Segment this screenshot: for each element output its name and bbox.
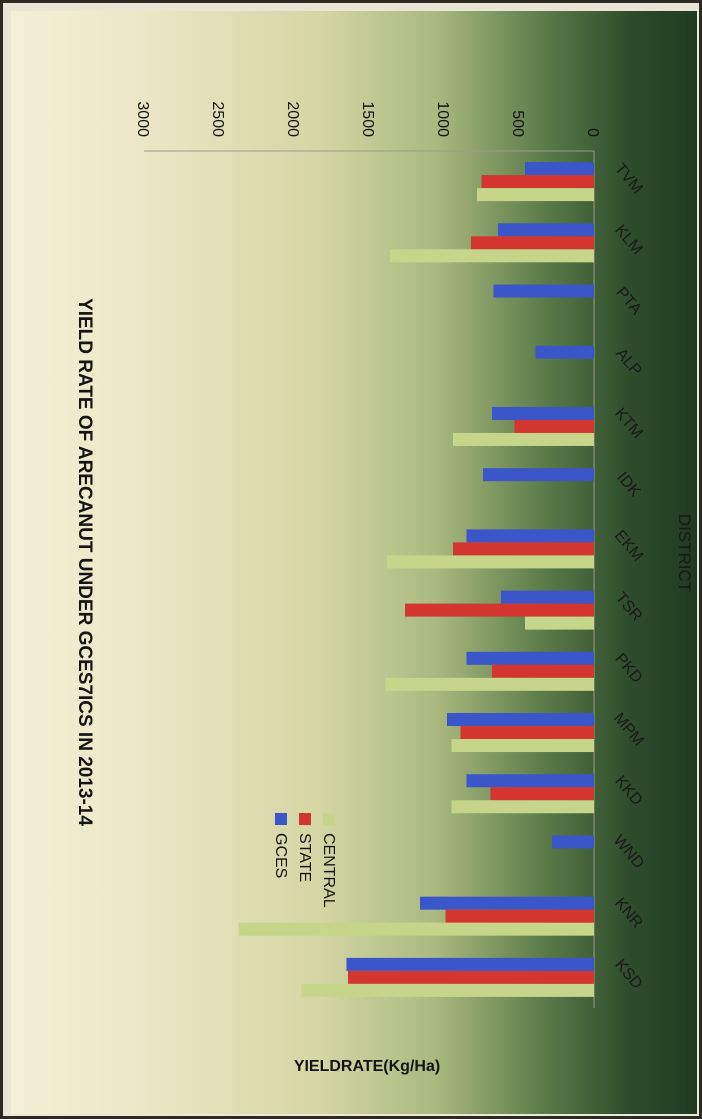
bar-gces-kkd — [466, 774, 594, 788]
bar-state-knr — [445, 909, 594, 923]
bar-gces-ekm — [466, 529, 594, 543]
bar-central-kkd — [451, 800, 594, 814]
bar-state-klm — [471, 236, 594, 250]
bar-gces-alp — [535, 345, 594, 359]
bar-state-ekm — [453, 542, 594, 556]
bar-state-tvm — [481, 175, 594, 189]
y-tick-label: 0 — [584, 128, 601, 137]
legend-label-central: CENTRAL — [320, 833, 337, 908]
y-tick-label: 1500 — [359, 101, 376, 137]
bar-state-kkd — [490, 787, 594, 801]
y-tick-label: 2500 — [209, 101, 226, 137]
bar-gces-wnd — [552, 835, 594, 849]
legend-swatch-central — [323, 813, 335, 825]
x-axis-label: DISTRICT — [675, 514, 694, 592]
bar-central-tvm — [477, 188, 594, 202]
bar-gces-mpm — [447, 713, 594, 727]
bar-central-klm — [390, 249, 594, 263]
legend-label-state: STATE — [296, 833, 313, 882]
bar-gces-idk — [483, 468, 594, 482]
bar-gces-pkd — [466, 651, 594, 665]
legend-swatch-state — [299, 813, 311, 825]
chart: YIELD RATE OF ARECANUT UNDER GCES7ICS IN… — [11, 11, 697, 1114]
y-tick-label: 2000 — [284, 101, 301, 137]
bar-gces-tsr — [501, 590, 594, 604]
y-ticks: 0 500 1000 1500 2000 2500 3000 — [134, 101, 601, 137]
bar-state-tsr — [405, 603, 594, 617]
y-tick-label: 1000 — [434, 101, 451, 137]
legend-swatch-gces — [275, 813, 287, 825]
bar-gces-ktm — [492, 406, 594, 420]
bar-central-ksd — [301, 983, 594, 997]
legend-label-gces: GCES — [272, 833, 289, 878]
bar-central-tsr — [525, 616, 594, 630]
bar-gces-klm — [498, 223, 594, 237]
bar-state-mpm — [460, 726, 594, 740]
bar-central-knr — [238, 922, 594, 936]
bar-central-ekm — [387, 555, 594, 569]
bar-central-pkd — [385, 677, 594, 691]
y-axis-label: YIELDRATE(Kg/Ha) — [294, 1058, 440, 1075]
bar-state-pkd — [492, 664, 594, 678]
chart-root: YIELD RATE OF ARECANUT UNDER GCES7ICS IN… — [74, 101, 694, 1075]
y-tick-label: 500 — [509, 110, 526, 137]
chart-title: YIELD RATE OF ARECANUT UNDER GCES7ICS IN… — [74, 298, 95, 826]
bar-state-ksd — [348, 970, 594, 984]
bars — [238, 162, 594, 997]
bar-state-ktm — [514, 419, 594, 433]
bar-gces-tvm — [525, 162, 594, 176]
bar-gces-pta — [493, 284, 594, 298]
bar-central-ktm — [453, 432, 594, 446]
bar-central-mpm — [451, 739, 594, 753]
bar-gces-knr — [420, 896, 594, 910]
bar-gces-ksd — [346, 957, 594, 971]
y-tick-label: 3000 — [134, 101, 151, 137]
legend: GCES STATE CENTRAL — [272, 813, 337, 908]
